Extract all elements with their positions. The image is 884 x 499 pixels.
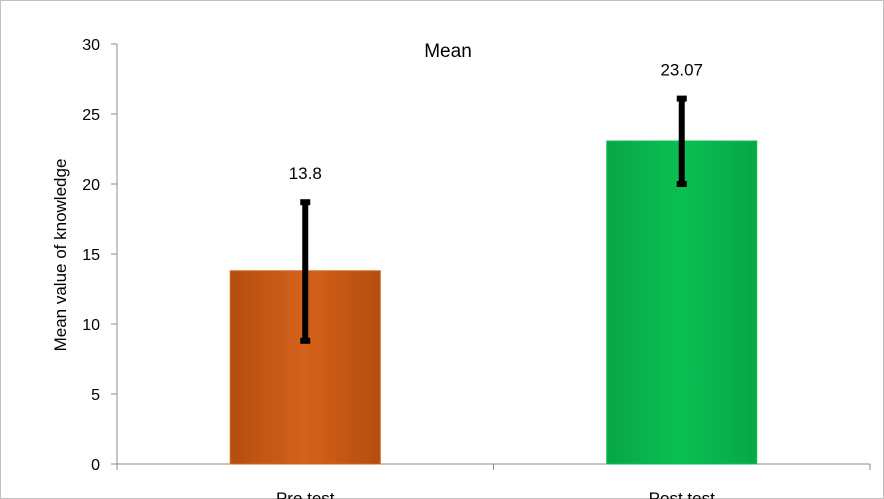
y-axis-ticks: 0 5 10 15 20 25 30: [82, 37, 117, 474]
bar-post-test: [606, 140, 758, 465]
y-tick-label: 10: [82, 317, 100, 334]
x-tick-label: Post test: [649, 489, 715, 499]
y-tick-label: 30: [82, 37, 100, 54]
y-axis-label: Mean value of knowledge: [51, 159, 70, 352]
y-tick-label: 15: [82, 247, 100, 264]
x-axis-ticks: Pre test Post test: [116, 464, 871, 499]
data-label: 13.8: [289, 164, 322, 183]
y-tick-label: 5: [91, 387, 100, 404]
error-bars-group: [300, 95, 687, 344]
x-tick-label: Pre test: [276, 489, 335, 499]
y-tick-label: 25: [82, 107, 100, 124]
y-tick-label: 0: [91, 457, 100, 474]
data-labels-group: 13.8 23.07: [289, 61, 703, 184]
bars-group: [229, 140, 758, 465]
data-label: 23.07: [660, 61, 703, 80]
y-tick-label: 20: [82, 177, 100, 194]
chart-title: Mean: [424, 41, 472, 62]
